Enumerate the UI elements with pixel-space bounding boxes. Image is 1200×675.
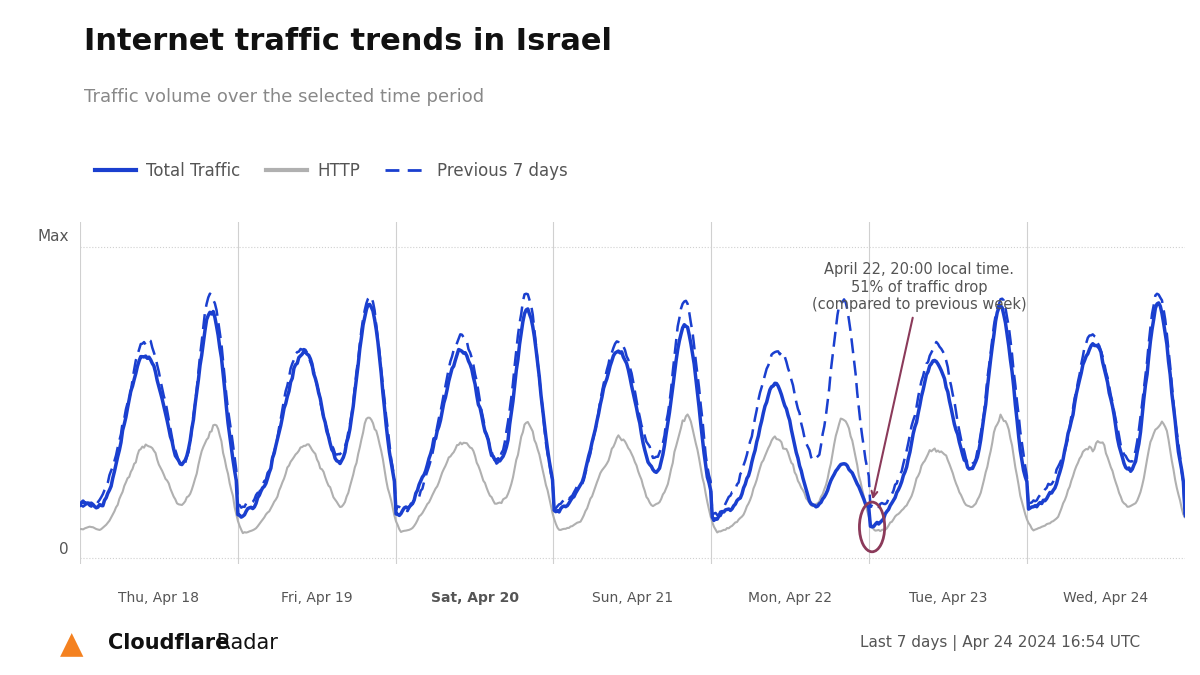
Text: Traffic volume over the selected time period: Traffic volume over the selected time pe… xyxy=(84,88,484,106)
Text: Mon, Apr 22: Mon, Apr 22 xyxy=(749,591,833,605)
Text: Wed, Apr 24: Wed, Apr 24 xyxy=(1063,591,1148,605)
Text: Cloudflare: Cloudflare xyxy=(108,632,229,653)
Text: Max: Max xyxy=(37,229,68,244)
Text: 0: 0 xyxy=(59,542,68,557)
Text: Last 7 days | Apr 24 2024 16:54 UTC: Last 7 days | Apr 24 2024 16:54 UTC xyxy=(860,634,1140,651)
Legend: Total Traffic, HTTP, Previous 7 days: Total Traffic, HTTP, Previous 7 days xyxy=(88,155,575,187)
Text: Internet traffic trends in Israel: Internet traffic trends in Israel xyxy=(84,27,612,56)
Text: ▲: ▲ xyxy=(60,630,84,659)
Text: Sat, Apr 20: Sat, Apr 20 xyxy=(431,591,518,605)
Text: Fri, Apr 19: Fri, Apr 19 xyxy=(281,591,353,605)
Text: April 22, 20:00 local time.
51% of traffic drop
(compared to previous week): April 22, 20:00 local time. 51% of traff… xyxy=(812,263,1027,497)
Text: Sun, Apr 21: Sun, Apr 21 xyxy=(592,591,673,605)
Text: Thu, Apr 18: Thu, Apr 18 xyxy=(119,591,199,605)
Text: Radar: Radar xyxy=(210,632,278,653)
Text: Tue, Apr 23: Tue, Apr 23 xyxy=(908,591,988,605)
